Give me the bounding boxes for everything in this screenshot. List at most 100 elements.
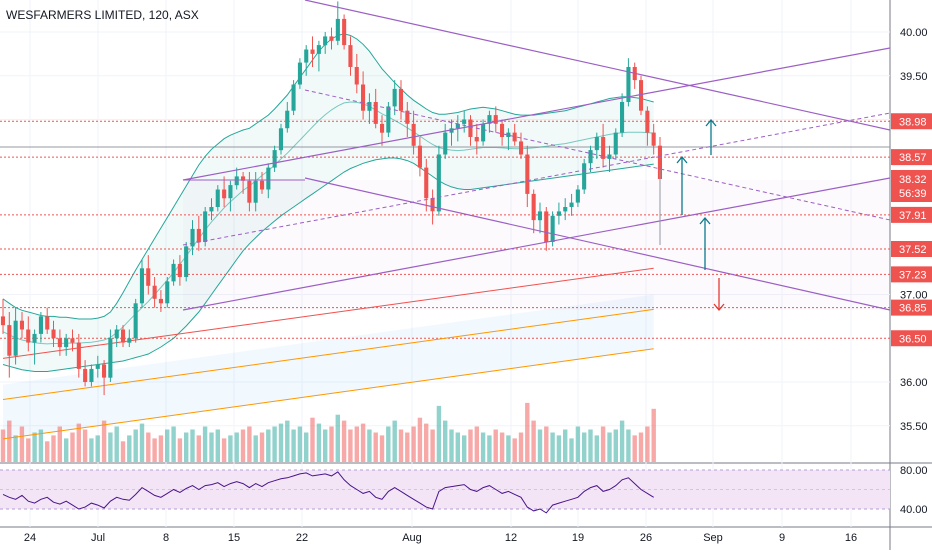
candle[interactable] xyxy=(512,123,517,146)
candle[interactable] xyxy=(525,145,530,207)
candle[interactable] xyxy=(7,312,12,378)
candle-layer[interactable] xyxy=(0,1,662,396)
candle[interactable] xyxy=(449,119,454,146)
level-price-tag[interactable] xyxy=(891,299,932,316)
candle[interactable] xyxy=(601,123,606,168)
level-price-tag[interactable] xyxy=(891,149,932,166)
down-arrow[interactable] xyxy=(713,278,725,312)
candle[interactable] xyxy=(177,255,182,286)
candle[interactable] xyxy=(64,333,69,356)
candle[interactable] xyxy=(588,145,593,172)
candle[interactable] xyxy=(348,36,353,76)
candle[interactable] xyxy=(316,40,321,72)
candle[interactable] xyxy=(19,312,24,339)
candle[interactable] xyxy=(291,80,296,116)
candle[interactable] xyxy=(651,123,656,155)
candle[interactable] xyxy=(342,14,347,50)
candle[interactable] xyxy=(83,360,88,387)
candle[interactable] xyxy=(594,132,599,159)
level-price-tag[interactable] xyxy=(891,266,932,283)
candle[interactable] xyxy=(436,145,441,216)
up-arrow[interactable] xyxy=(676,155,688,215)
candle[interactable] xyxy=(158,290,163,312)
candle[interactable] xyxy=(13,307,18,365)
candle[interactable] xyxy=(76,333,81,378)
candle[interactable] xyxy=(506,128,511,151)
candle[interactable] xyxy=(556,202,561,225)
candle[interactable] xyxy=(310,36,315,67)
candle[interactable] xyxy=(569,193,574,216)
level-price-tag[interactable] xyxy=(891,241,932,257)
candle[interactable] xyxy=(247,172,252,212)
lower-descending-trendline[interactable] xyxy=(304,177,891,311)
ascending-trendline[interactable] xyxy=(182,47,891,181)
candle[interactable] xyxy=(304,45,309,76)
candle[interactable] xyxy=(203,207,208,247)
candle[interactable] xyxy=(241,172,246,194)
candle[interactable] xyxy=(51,320,56,347)
candle[interactable] xyxy=(108,329,113,383)
up-arrow[interactable] xyxy=(699,216,711,270)
candle[interactable] xyxy=(95,355,100,378)
candle[interactable] xyxy=(386,102,391,137)
candle[interactable] xyxy=(146,255,151,295)
candle[interactable] xyxy=(443,123,448,159)
candle[interactable] xyxy=(152,277,157,308)
candle[interactable] xyxy=(253,172,258,212)
candle[interactable] xyxy=(398,80,403,120)
candle[interactable] xyxy=(114,325,119,347)
candle[interactable] xyxy=(278,123,283,155)
candle[interactable] xyxy=(57,329,62,356)
candle[interactable] xyxy=(392,80,397,116)
candle[interactable] xyxy=(380,115,385,146)
candle[interactable] xyxy=(222,176,227,207)
candle[interactable] xyxy=(626,58,631,107)
candle[interactable] xyxy=(493,106,498,133)
candle[interactable] xyxy=(45,307,50,334)
candle[interactable] xyxy=(373,88,378,129)
candle[interactable] xyxy=(361,71,366,120)
candle[interactable] xyxy=(335,1,340,46)
up-arrow[interactable] xyxy=(705,118,717,155)
candle[interactable] xyxy=(102,360,107,396)
candle[interactable] xyxy=(537,202,542,234)
candle[interactable] xyxy=(260,172,265,194)
candle[interactable] xyxy=(171,259,176,286)
candle[interactable] xyxy=(620,93,625,137)
candle[interactable] xyxy=(228,180,233,212)
candle[interactable] xyxy=(234,167,239,190)
candle[interactable] xyxy=(121,325,126,347)
candle[interactable] xyxy=(575,185,580,207)
candle[interactable] xyxy=(607,145,612,172)
candle[interactable] xyxy=(38,312,43,343)
candle[interactable] xyxy=(500,119,505,146)
candle[interactable] xyxy=(133,298,138,343)
candle[interactable] xyxy=(354,53,359,94)
candle[interactable] xyxy=(26,316,31,352)
candle[interactable] xyxy=(544,207,549,251)
candle[interactable] xyxy=(639,75,644,116)
last-price-tag[interactable] xyxy=(891,170,932,202)
candle[interactable] xyxy=(165,277,170,308)
candle[interactable] xyxy=(563,198,568,221)
upper-descending-trendline[interactable] xyxy=(304,0,891,131)
candle[interactable] xyxy=(405,102,410,137)
candle[interactable] xyxy=(209,198,214,221)
candle[interactable] xyxy=(417,137,422,177)
level-price-tag[interactable] xyxy=(891,113,932,130)
candle[interactable] xyxy=(582,158,587,194)
descending-midline[interactable] xyxy=(304,89,891,221)
candle[interactable] xyxy=(184,242,189,282)
candle[interactable] xyxy=(139,259,144,308)
candle[interactable] xyxy=(32,329,37,365)
candle[interactable] xyxy=(190,220,195,256)
candle[interactable] xyxy=(272,145,277,172)
candle[interactable] xyxy=(367,93,372,124)
candle[interactable] xyxy=(297,58,302,89)
candle[interactable] xyxy=(89,364,94,387)
level-price-tag[interactable] xyxy=(891,330,932,347)
candle[interactable] xyxy=(215,185,220,212)
candle[interactable] xyxy=(462,110,467,133)
candle[interactable] xyxy=(323,32,328,54)
